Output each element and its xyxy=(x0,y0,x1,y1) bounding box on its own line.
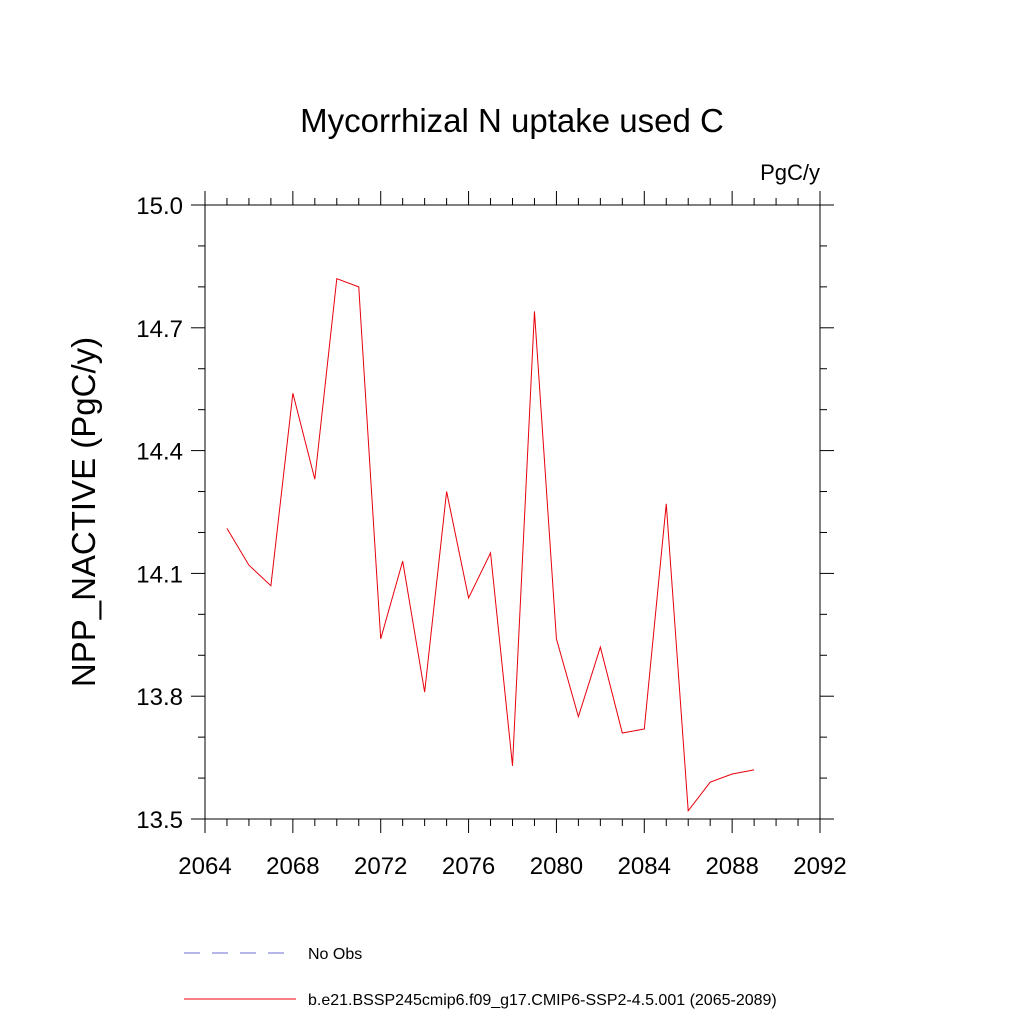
legend-label-no-obs: No Obs xyxy=(308,946,362,963)
units-label: PgC/y xyxy=(760,160,820,185)
x-tick-label: 2080 xyxy=(530,853,583,880)
series-group xyxy=(226,277,755,813)
y-tick-label: 13.5 xyxy=(136,807,183,834)
y-tick-label: 14.4 xyxy=(136,439,183,466)
x-tick-labels: 2064 2068 2072 2076 2080 2084 2088 2092 xyxy=(178,853,846,880)
y-tick-labels: 13.5 13.8 14.1 14.4 14.7 15.0 xyxy=(136,193,183,834)
plot-frame xyxy=(204,204,821,820)
y-tick-label: 14.7 xyxy=(136,316,183,343)
x-tick-label: 2076 xyxy=(442,853,495,880)
y-tick-label: 13.8 xyxy=(136,684,183,711)
legend-label-series: b.e21.BSSP245cmip6.f09_g17.CMIP6-SSP2-4.… xyxy=(308,992,777,1009)
y-axis-label: NPP_NACTIVE (PgC/y) xyxy=(65,337,102,687)
x-tick-label: 2072 xyxy=(354,853,407,880)
axis-ticks xyxy=(191,191,834,833)
series-line xyxy=(226,277,755,813)
y-tick-label: 15.0 xyxy=(136,193,183,220)
chart-title: Mycorrhizal N uptake used C xyxy=(300,102,724,139)
legend: No Obs b.e21.BSSP245cmip6.f09_g17.CMIP6-… xyxy=(184,946,777,1009)
x-tick-label: 2068 xyxy=(266,853,319,880)
x-tick-label: 2088 xyxy=(705,853,758,880)
y-tick-label: 14.1 xyxy=(136,561,183,588)
x-tick-label: 2084 xyxy=(618,853,671,880)
x-tick-label: 2092 xyxy=(793,853,846,880)
x-tick-label: 2064 xyxy=(178,853,231,880)
